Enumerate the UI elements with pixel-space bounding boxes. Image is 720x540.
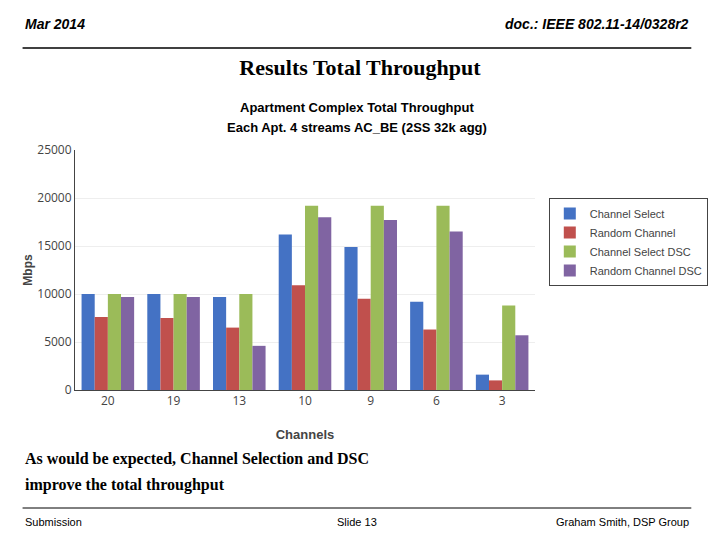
svg-text:Channels: Channels: [276, 427, 335, 442]
svg-text:Each Apt. 4 streams AC_BE (2SS: Each Apt. 4 streams AC_BE (2SS 32k agg): [227, 120, 487, 135]
svg-text:Submission: Submission: [25, 516, 82, 528]
svg-text:20: 20: [101, 392, 115, 409]
svg-text:Channel Select: Channel Select: [590, 208, 665, 220]
svg-text:15000: 15000: [37, 237, 71, 254]
svg-text:Graham Smith, DSP Group: Graham Smith, DSP Group: [556, 516, 689, 528]
svg-text:0: 0: [65, 381, 72, 398]
svg-text:20000: 20000: [37, 189, 71, 206]
svg-text:3: 3: [499, 392, 506, 409]
svg-text:As would be expected, Channel: As would be expected, Channel Selection …: [25, 450, 369, 468]
svg-text:5000: 5000: [44, 333, 72, 350]
svg-text:Channel Select DSC: Channel Select DSC: [590, 246, 691, 258]
svg-text:Apartment Complex Total Throug: Apartment Complex Total Throughput: [240, 100, 474, 115]
svg-text:improve the total throughput: improve the total throughput: [25, 476, 225, 494]
svg-text:Random Channel: Random Channel: [590, 227, 676, 239]
svg-text:25000: 25000: [37, 141, 71, 158]
svg-text:19: 19: [167, 392, 181, 409]
svg-text:10000: 10000: [37, 285, 71, 302]
svg-text:Mbps: Mbps: [21, 254, 35, 286]
svg-text:9: 9: [367, 392, 374, 409]
svg-text:Random Channel DSC: Random Channel DSC: [590, 265, 702, 277]
svg-text:Results Total Throughput: Results Total Throughput: [239, 55, 481, 80]
svg-text:13: 13: [232, 392, 246, 409]
svg-text:10: 10: [298, 392, 312, 409]
svg-text:doc.: IEEE 802.11-14/0328r2: doc.: IEEE 802.11-14/0328r2: [505, 16, 689, 32]
svg-text:Mar 2014: Mar 2014: [25, 16, 85, 32]
svg-text:Slide 13: Slide 13: [337, 516, 377, 528]
svg-text:6: 6: [433, 392, 440, 409]
